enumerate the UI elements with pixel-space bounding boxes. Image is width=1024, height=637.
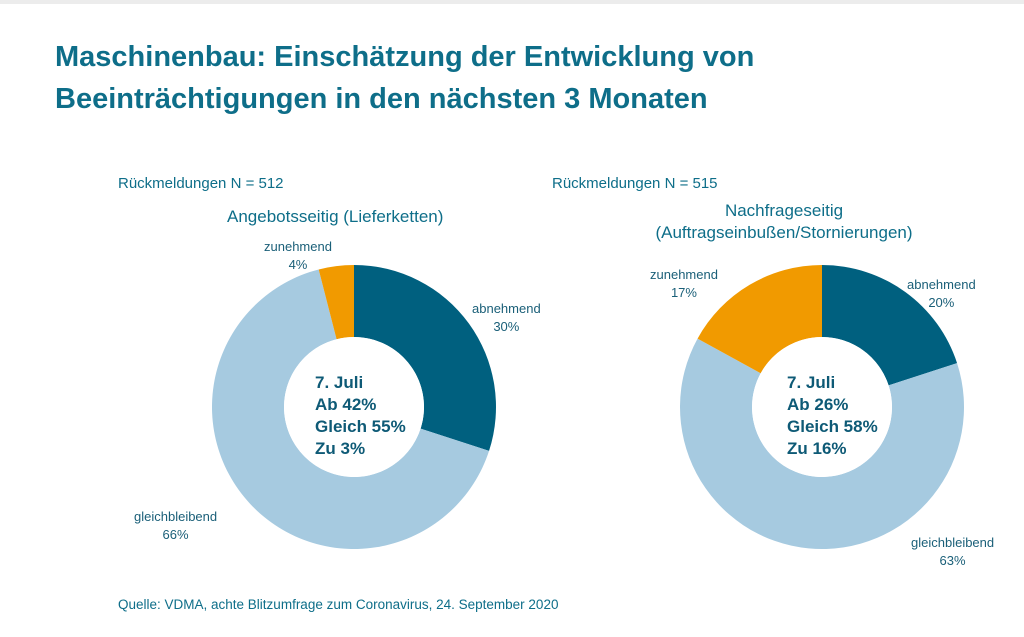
page-title: Maschinenbau: Einschätzung der Entwicklu… (55, 36, 955, 120)
right-label-abnehmend: abnehmend 20% (907, 276, 976, 312)
left-center-line-2: Ab 42% (315, 395, 377, 414)
right-chart-subtitle-line-1: Nachfrageseitig (724, 201, 844, 220)
title-line-2: Beeinträchtigungen in den nächsten 3 Mon… (55, 83, 708, 115)
right-center-line-4: Zu 16% (787, 439, 847, 458)
right-label-abnehmend-value: 20% (928, 295, 955, 310)
left-label-zunehmend-value: 4% (288, 257, 308, 272)
left-label-gleichbleibend-value: 66% (162, 527, 189, 542)
right-label-gleichbleibend-value: 63% (939, 553, 966, 568)
demand-slice-gleichbleibend (680, 338, 964, 549)
left-label-abnehmend-name: abnehmend (472, 301, 541, 316)
left-center-line-3: Gleich 55% (315, 417, 406, 436)
source-note: Quelle: VDMA, achte Blitzumfrage zum Cor… (118, 597, 559, 612)
right-n-label: Rückmeldungen N = 515 (552, 175, 718, 192)
right-label-zunehmend-value: 17% (670, 285, 697, 300)
right-center-line-1: 7. Juli (787, 373, 836, 392)
right-label-zunehmend: zunehmend 17% (650, 266, 718, 302)
left-label-zunehmend-name: zunehmend (264, 239, 332, 254)
right-label-abnehmend-name: abnehmend (907, 277, 976, 292)
left-center-text: 7. Juli Ab 42% Gleich 55% Zu 3% (315, 372, 406, 460)
left-label-abnehmend-value: 30% (493, 319, 520, 334)
right-label-gleichbleibend-name: gleichbleibend (911, 535, 995, 550)
supply-slice-zunehmend (318, 265, 354, 340)
right-center-line-2: Ab 26% (787, 395, 849, 414)
left-label-gleichbleibend-name: gleichbleibend (134, 509, 218, 524)
left-center-line-4: Zu 3% (315, 439, 366, 458)
donut-chart-demand (680, 265, 964, 549)
right-label-zunehmend-name: zunehmend (650, 267, 718, 282)
right-center-line-3: Gleich 58% (787, 417, 878, 436)
left-label-abnehmend: abnehmend 30% (472, 300, 541, 336)
left-chart-subtitle: Angebotsseitig (Lieferketten) (227, 207, 444, 226)
demand-slice-abnehmend (822, 265, 958, 386)
right-center-text: 7. Juli Ab 26% Gleich 58% Zu 16% (787, 372, 878, 460)
demand-donut-hole (752, 337, 892, 477)
left-n-label: Rückmeldungen N = 512 (118, 175, 284, 192)
left-label-gleichbleibend: gleichbleibend 66% (134, 508, 217, 544)
supply-donut-hole (284, 337, 424, 477)
supply-slice-abnehmend (354, 265, 496, 451)
supply-slice-gleichbleibend (212, 269, 490, 549)
left-label-zunehmend: zunehmend 4% (264, 238, 332, 274)
demand-slice-zunehmend (697, 265, 822, 374)
left-center-line-1: 7. Juli (315, 373, 364, 392)
title-line-1: Maschinenbau: Einschätzung der Entwicklu… (55, 41, 755, 73)
right-label-gleichbleibend: gleichbleibend 63% (911, 534, 994, 570)
donut-chart-supply (212, 265, 496, 549)
right-chart-subtitle-line-2: (Auftragseinbußen/Stornierungen) (655, 223, 913, 242)
right-chart-subtitle: Nachfrageseitig (Auftragseinbußen/Storni… (634, 200, 934, 244)
